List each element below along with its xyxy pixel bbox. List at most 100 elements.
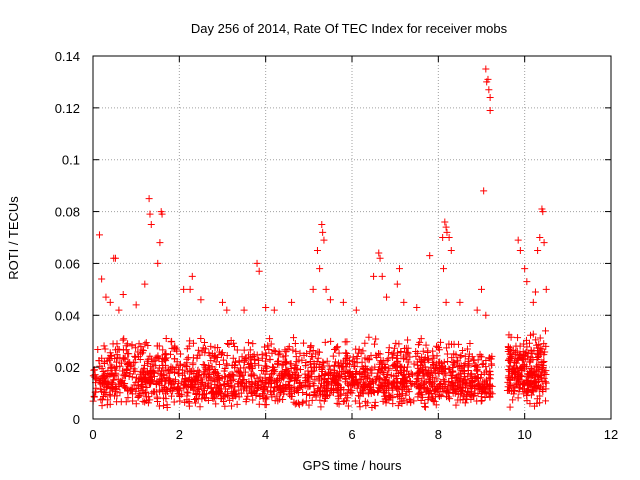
data-point <box>525 382 533 390</box>
data-point <box>430 354 438 362</box>
data-point <box>137 383 145 391</box>
data-point <box>384 355 392 363</box>
data-point <box>111 385 119 393</box>
data-point <box>315 373 323 381</box>
data-point <box>150 369 158 377</box>
data-point <box>517 364 525 372</box>
data-point <box>350 380 358 388</box>
data-point <box>407 369 415 377</box>
data-point <box>146 367 154 375</box>
data-point <box>183 388 191 396</box>
data-point <box>518 355 526 363</box>
data-point <box>205 362 213 370</box>
data-point <box>223 360 231 368</box>
data-point <box>270 306 278 314</box>
data-point <box>240 346 248 354</box>
data-point <box>506 350 514 358</box>
data-point <box>95 376 103 384</box>
data-point <box>367 352 375 360</box>
data-point <box>260 386 268 394</box>
data-point <box>170 355 178 363</box>
data-point <box>98 395 106 403</box>
data-point <box>159 371 167 379</box>
data-point <box>116 389 124 397</box>
data-point <box>132 301 140 309</box>
data-point <box>91 373 99 381</box>
data-point <box>167 350 175 358</box>
data-point <box>341 338 349 346</box>
data-point <box>421 403 429 411</box>
data-point <box>418 367 426 375</box>
data-point <box>463 379 471 387</box>
data-point <box>203 374 211 382</box>
data-point <box>355 381 363 389</box>
data-point <box>282 359 290 367</box>
data-point <box>430 382 438 390</box>
data-point <box>156 239 164 247</box>
data-point <box>144 341 152 349</box>
data-point <box>244 339 252 347</box>
data-point <box>274 351 282 359</box>
data-point <box>536 334 544 342</box>
data-point <box>292 373 300 381</box>
data-point <box>162 354 170 362</box>
data-point <box>348 386 356 394</box>
data-point <box>523 278 531 286</box>
data-point <box>183 345 191 353</box>
data-point <box>219 356 227 364</box>
data-point <box>194 351 202 359</box>
data-point <box>138 346 146 354</box>
data-point <box>445 234 453 241</box>
data-point <box>320 397 328 405</box>
data-point <box>515 371 523 379</box>
data-point <box>106 298 114 306</box>
data-point <box>456 390 464 398</box>
data-point <box>342 349 350 357</box>
data-point <box>127 361 135 369</box>
data-point <box>387 371 395 379</box>
data-point <box>261 370 269 378</box>
data-point <box>485 384 493 392</box>
data-point <box>419 380 427 388</box>
data-point <box>439 376 447 384</box>
data-point <box>134 348 142 356</box>
y-tick-label: 0.14 <box>55 49 80 64</box>
data-point <box>187 375 195 383</box>
data-point <box>140 347 148 355</box>
data-point <box>334 380 342 388</box>
data-point <box>108 380 116 388</box>
data-point <box>306 382 314 390</box>
data-point <box>228 377 236 385</box>
data-point <box>505 367 513 375</box>
data-point <box>540 340 548 348</box>
data-point <box>316 374 324 382</box>
data-point <box>238 380 246 388</box>
data-point <box>403 387 411 395</box>
data-point <box>300 351 308 359</box>
data-point <box>253 259 261 267</box>
data-point <box>168 344 176 352</box>
data-point <box>456 370 464 378</box>
data-point <box>316 396 324 404</box>
data-point <box>160 394 168 402</box>
data-point <box>408 371 416 379</box>
data-point <box>528 383 536 391</box>
data-point <box>300 339 308 347</box>
data-point <box>294 386 302 394</box>
data-point <box>437 338 445 346</box>
data-point <box>538 345 546 353</box>
data-point <box>455 362 463 370</box>
data-point <box>177 350 185 358</box>
data-point <box>487 371 495 379</box>
data-point <box>197 296 205 304</box>
data-point <box>482 311 490 319</box>
data-point <box>147 221 155 229</box>
data-point <box>214 344 222 352</box>
data-point <box>404 349 412 357</box>
data-point <box>359 347 367 355</box>
data-point <box>338 363 346 371</box>
data-point <box>212 400 220 408</box>
data-point <box>321 338 329 346</box>
data-point <box>395 385 403 393</box>
data-point <box>113 385 121 393</box>
